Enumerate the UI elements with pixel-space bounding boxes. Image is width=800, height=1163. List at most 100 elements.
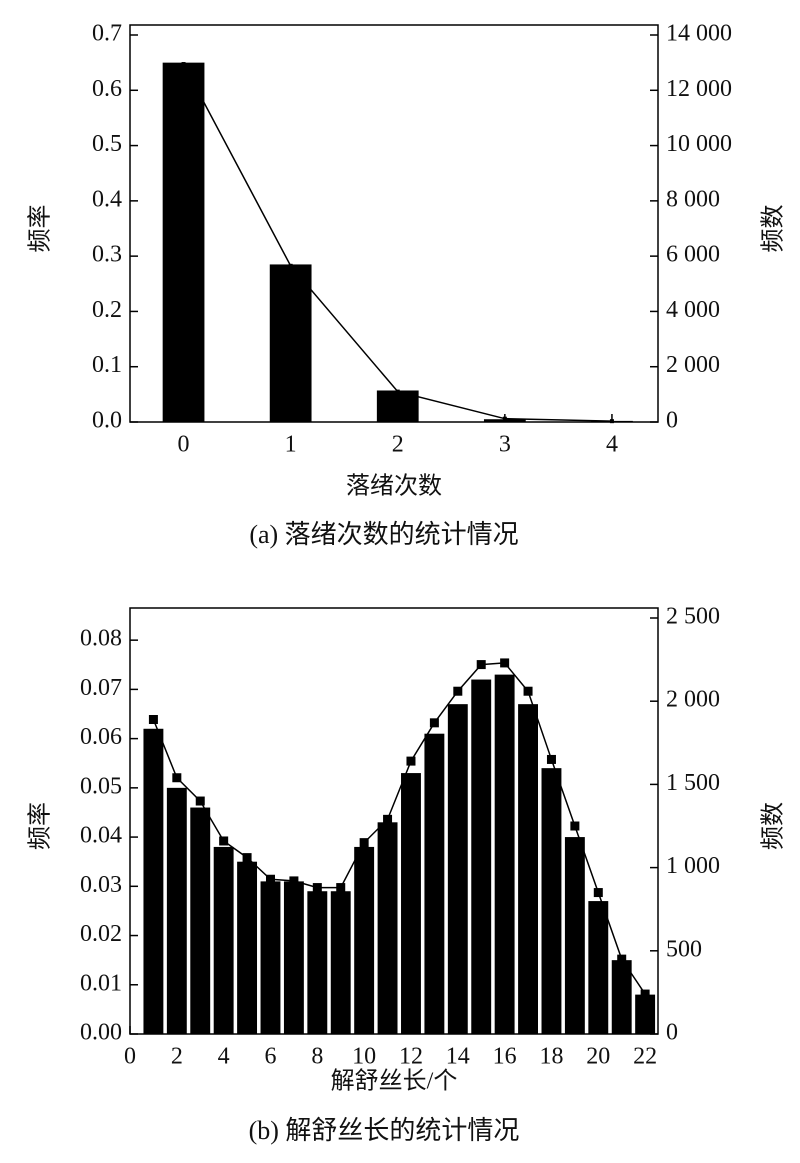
- y-tick-label: 0.01: [80, 970, 122, 996]
- y2-tick-label: 0: [666, 1020, 678, 1046]
- bar: [143, 728, 164, 1034]
- bar: [401, 773, 421, 1034]
- marker: [181, 62, 186, 67]
- y2-tick-label: 12 000: [666, 76, 732, 102]
- marker: [172, 773, 182, 783]
- bar: [424, 733, 445, 1034]
- marker: [336, 883, 346, 893]
- marker: [359, 838, 369, 848]
- y-tick-label: 0.2: [92, 297, 122, 323]
- bar: [190, 807, 211, 1034]
- y2-tick-label: 2 500: [666, 604, 720, 630]
- y2-axis-label: 频数: [760, 802, 787, 850]
- x-tick-label: 4: [218, 1044, 230, 1070]
- y-tick-label: 0.00: [80, 1020, 122, 1046]
- plot-frame: [129, 24, 659, 423]
- x-tick-label: 16: [493, 1044, 517, 1070]
- marker: [476, 660, 486, 670]
- y-tick-label: 0.0: [92, 408, 122, 434]
- bar: [213, 846, 234, 1034]
- y2-tick-label: 1 000: [666, 853, 720, 879]
- bar: [354, 846, 375, 1034]
- x-tick-label: 8: [311, 1044, 323, 1070]
- marker: [617, 954, 627, 964]
- y-tick-label: 0.03: [80, 872, 122, 898]
- marker: [406, 756, 416, 766]
- x-tick-label: 0: [178, 432, 190, 458]
- marker: [312, 883, 322, 893]
- y-tick-label: 0.5: [92, 131, 122, 157]
- bar: [588, 901, 609, 1034]
- bar: [166, 787, 187, 1034]
- y-tick-label: 0.04: [80, 823, 122, 849]
- line: [152, 662, 646, 995]
- marker: [453, 686, 463, 696]
- marker: [640, 989, 650, 999]
- y2-tick-label: 4 000: [666, 297, 720, 323]
- caption: (b) 解舒丝长的统计情况: [249, 1116, 520, 1145]
- y-tick-label: 0.1: [92, 352, 122, 378]
- bar: [237, 861, 258, 1034]
- y2-tick-label: 1 500: [666, 770, 720, 796]
- x-tick-label: 22: [633, 1044, 657, 1070]
- y-tick-label: 0.06: [80, 724, 122, 750]
- y-tick-label: 0.08: [80, 626, 122, 652]
- marker: [148, 715, 158, 725]
- x-axis-label: 解舒丝长/个: [331, 1068, 458, 1095]
- y-axis-label: 频率: [27, 205, 54, 253]
- y2-tick-label: 500: [666, 936, 702, 962]
- marker: [265, 874, 275, 884]
- bar: [518, 704, 538, 1034]
- bar: [307, 891, 328, 1034]
- caption: (a) 落绪次数的统计情况: [249, 520, 518, 549]
- bar: [635, 994, 656, 1034]
- marker: [500, 658, 510, 668]
- bar: [564, 837, 585, 1034]
- y-axis-label: 频率: [27, 802, 54, 850]
- x-tick-label: 14: [446, 1044, 470, 1070]
- marker: [288, 263, 293, 268]
- y-tick-label: 0.07: [80, 675, 122, 701]
- x-axis-label: 落绪次数: [346, 473, 442, 500]
- y-tick-label: 0.02: [80, 921, 122, 947]
- bar: [377, 822, 398, 1034]
- marker: [523, 686, 533, 696]
- bar: [330, 891, 351, 1034]
- bar: [283, 881, 304, 1034]
- bar: [471, 679, 492, 1034]
- marker: [383, 814, 393, 824]
- y2-tick-label: 10 000: [666, 131, 732, 157]
- bar: [162, 62, 205, 423]
- x-tick-label: 2: [392, 432, 404, 458]
- bar: [494, 674, 515, 1034]
- y2-axis-label: 频数: [760, 205, 787, 253]
- bar: [611, 960, 632, 1034]
- x-tick-label: 2: [171, 1044, 183, 1070]
- line: [182, 63, 612, 422]
- y-tick-label: 0.3: [92, 242, 122, 268]
- y-tick-label: 0.05: [80, 773, 122, 799]
- bar: [260, 881, 281, 1034]
- y2-tick-label: 0: [666, 408, 678, 434]
- x-tick-label: 10: [352, 1044, 376, 1070]
- y2-tick-label: 8 000: [666, 186, 720, 212]
- marker: [289, 876, 299, 886]
- y-tick-label: 0.4: [92, 186, 122, 212]
- x-tick-label: 18: [539, 1044, 563, 1070]
- marker: [609, 419, 614, 424]
- marker: [395, 389, 400, 394]
- x-tick-label: 20: [586, 1044, 610, 1070]
- y2-tick-label: 6 000: [666, 242, 720, 268]
- x-tick-label: 4: [606, 432, 618, 458]
- x-tick-label: 3: [499, 432, 511, 458]
- bar: [269, 264, 312, 422]
- y2-tick-label: 2 000: [666, 352, 720, 378]
- bar: [447, 704, 468, 1034]
- x-tick-label: 1: [285, 432, 297, 458]
- marker: [502, 416, 507, 421]
- x-tick-label: 12: [399, 1044, 423, 1070]
- y2-tick-label: 2 000: [666, 687, 720, 713]
- marker: [429, 718, 439, 728]
- x-tick-label: 0: [124, 1044, 136, 1070]
